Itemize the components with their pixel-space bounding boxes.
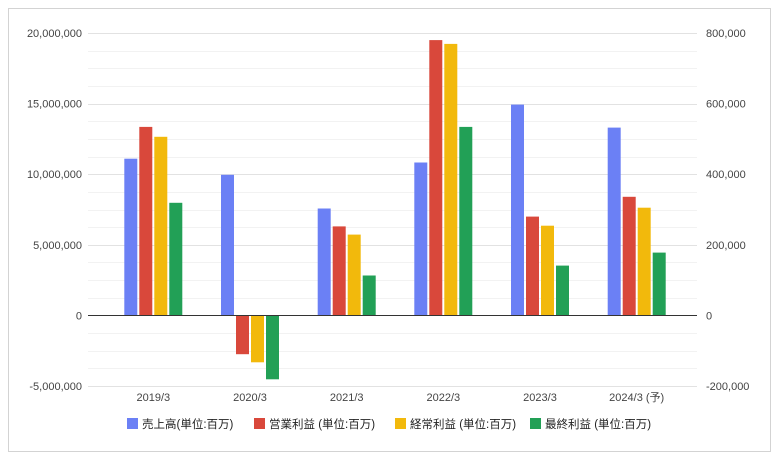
bar-1-2 — [221, 174, 234, 316]
legend-item: 売上高(単位:百万) — [127, 417, 234, 431]
bar-3-3 — [347, 234, 361, 316]
bar-4-3 — [362, 275, 376, 316]
bar-1-6 — [607, 127, 621, 316]
right-tick-label: 0 — [706, 310, 712, 322]
bar-4-6 — [652, 252, 666, 316]
legend-swatch — [127, 418, 138, 429]
legend-swatch — [395, 418, 406, 429]
bar-1-4 — [414, 162, 428, 316]
right-tick-label: 600,000 — [706, 99, 746, 111]
legend-label: 最終利益 (単位:百万) — [545, 417, 651, 431]
bar-3-5 — [541, 225, 554, 316]
category-labels: 2019/3 2020/3 2021/3 2022/3 2023/3 2024/3 (予) — [136, 391, 664, 404]
category-label: 2021/3 — [330, 392, 364, 404]
bar-4-1 — [169, 202, 183, 316]
bar-2-4 — [429, 40, 443, 316]
left-tick-label: -5,000,000 — [29, 381, 82, 393]
legend-label: 経常利益 (単位:百万) — [410, 417, 516, 431]
category-label: 2020/3 — [233, 392, 267, 404]
bar-3-6 — [637, 207, 651, 316]
bar-4-4 — [459, 126, 473, 316]
bar-3-1 — [154, 136, 168, 316]
gridlines — [88, 33, 697, 387]
bar-2-5 — [526, 216, 539, 316]
legend: 売上高(単位:百万) 営業利益 (単位:百万) 経常利益 (単位:百万) 最終利益 (… — [127, 417, 651, 431]
left-tick-label: 0 — [76, 310, 82, 322]
legend-item: 営業利益 (単位:百万) — [254, 417, 375, 431]
left-tick-label: 15,000,000 — [27, 99, 82, 111]
bar-4-2 — [266, 315, 279, 380]
category-label: 2019/3 — [136, 392, 170, 404]
legend-label: 営業利益 (単位:百万) — [269, 417, 375, 431]
right-tick-label: 200,000 — [706, 240, 746, 252]
category-label: 2023/3 — [523, 392, 557, 404]
bar-3-2 — [251, 315, 264, 363]
bar-2-6 — [622, 196, 636, 316]
legend-item: 最終利益 (単位:百万) — [530, 417, 651, 431]
bar-2-2 — [236, 315, 249, 355]
right-tick-label: 800,000 — [706, 28, 746, 40]
bar-2-3 — [332, 226, 346, 316]
legend-item: 経常利益 (単位:百万) — [395, 417, 516, 431]
legend-swatch — [530, 418, 541, 429]
left-tick-label: 10,000,000 — [27, 169, 82, 181]
bar-3-4 — [444, 43, 458, 316]
bar-2-1 — [139, 126, 153, 316]
right-tick-label: 400,000 — [706, 169, 746, 181]
bar-4-5 — [556, 265, 569, 316]
category-label: 2024/3 (予) — [609, 391, 664, 404]
bars — [124, 40, 666, 380]
left-tick-label: 20,000,000 — [27, 28, 82, 40]
left-tick-label: 5,000,000 — [33, 240, 82, 252]
right-axis-ticks: -200,000 0 200,000 400,000 600,000 800,000 — [706, 28, 749, 393]
left-axis-ticks: -5,000,000 0 5,000,000 10,000,000 15,000,000… — [27, 28, 82, 393]
right-tick-label: -200,000 — [706, 381, 749, 393]
bar-1-5 — [511, 104, 524, 316]
chart-frame — [8, 8, 771, 452]
bar-1-1 — [124, 158, 138, 316]
category-label: 2022/3 — [426, 392, 460, 404]
legend-label: 売上高(単位:百万) — [142, 417, 234, 431]
legend-swatch — [254, 418, 265, 429]
bar-1-3 — [317, 208, 331, 316]
